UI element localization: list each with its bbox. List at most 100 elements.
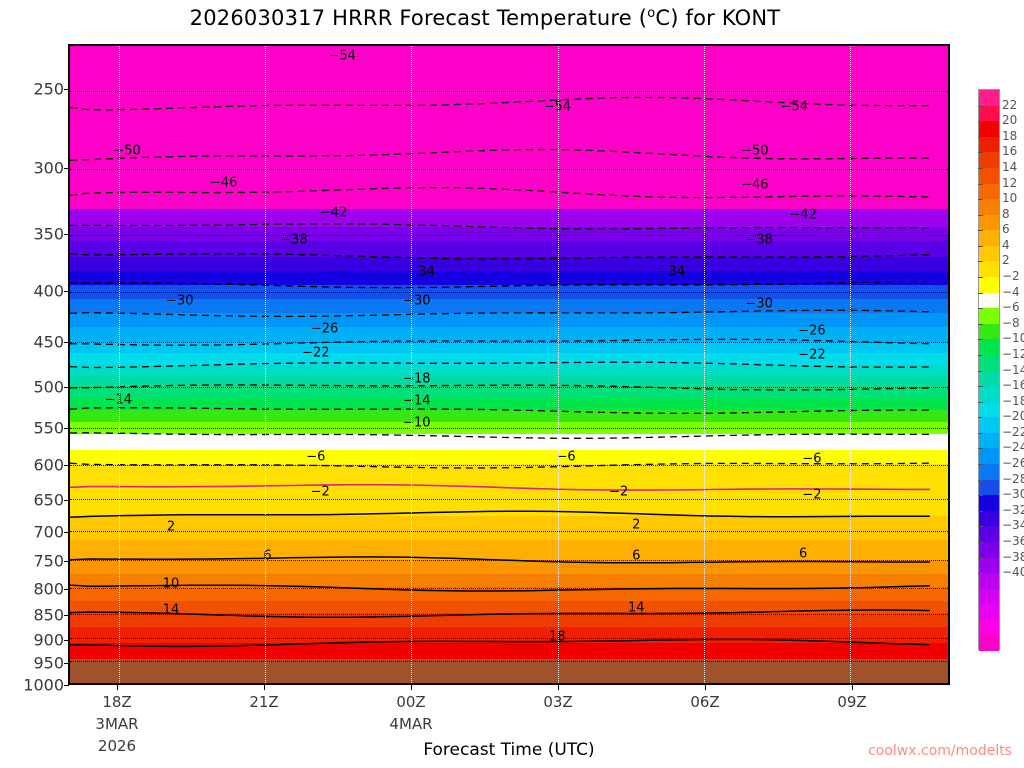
x-axis-tick-mark <box>117 685 118 690</box>
colorbar-cell <box>979 90 999 106</box>
colorbar-cell <box>979 354 999 371</box>
colorbar-tick-label: −6 <box>1002 300 1020 315</box>
colorbar-tick-mark <box>978 479 983 481</box>
contour-label: −54 <box>543 99 571 114</box>
colorbar-tick-mark <box>978 277 983 278</box>
colorbar-cell <box>979 557 999 574</box>
gridline-horizontal <box>70 427 948 429</box>
colorbar-tick-mark <box>978 245 983 247</box>
x-axis-tick-mark <box>852 685 853 690</box>
contour-label: −38 <box>280 232 308 248</box>
colorbar-cell <box>979 199 999 216</box>
colorbar <box>978 89 1000 652</box>
colorbar-tick-mark <box>978 432 983 434</box>
x-axis-tick-mark <box>264 685 265 690</box>
contour-label: −2 <box>802 487 822 503</box>
colorbar-cell <box>979 152 999 169</box>
y-axis-tick-label: 250 <box>33 79 64 99</box>
temperature-fill <box>70 46 948 683</box>
y-axis-tick-label: 1000 <box>23 675 64 695</box>
y-axis-tick-label: 400 <box>33 281 64 301</box>
y-axis-tick-mark <box>64 589 69 591</box>
colorbar-tick-mark <box>978 417 983 419</box>
colorbar-tick-label: 18 <box>1002 128 1018 143</box>
contour-label: −14 <box>104 392 132 408</box>
contour-label: −6 <box>802 451 822 467</box>
x-axis-tick-label: 03Z <box>543 693 573 711</box>
colorbar-tick-label: −18 <box>1002 393 1024 408</box>
contour-label: 6 <box>632 548 641 564</box>
colorbar-tick-label: 14 <box>1002 159 1018 174</box>
y-axis-tick-mark <box>64 639 69 641</box>
colorbar-cell <box>979 214 999 231</box>
y-axis-tick-label: 500 <box>33 377 64 397</box>
y-axis-tick-mark <box>64 428 69 430</box>
colorbar-tick-mark <box>978 370 983 372</box>
x-axis-tick-label: 00Z <box>396 693 426 711</box>
colorbar-tick-mark <box>978 121 983 123</box>
colorbar-tick-label: −24 <box>1002 440 1024 455</box>
colorbar-tick-mark <box>978 401 983 403</box>
gridline-horizontal <box>70 291 948 293</box>
colorbar-cell <box>979 105 999 122</box>
colorbar-cell <box>979 495 999 512</box>
colorbar-cell <box>979 277 999 293</box>
x-axis-date-label: 3MAR <box>95 715 139 733</box>
colorbar-tick-mark <box>978 167 983 169</box>
y-axis-tick-label: 800 <box>33 579 64 599</box>
gridline-vertical <box>557 46 559 683</box>
contour-label: −14 <box>403 393 431 409</box>
colorbar-tick-label: 6 <box>1002 222 1010 237</box>
colorbar-tick-mark <box>978 136 983 138</box>
colorbar-tick-mark <box>978 386 983 388</box>
colorbar-cell <box>979 401 999 418</box>
colorbar-tick-label: −34 <box>1002 518 1024 533</box>
gridline-horizontal <box>70 499 948 501</box>
x-axis-date-label: 4MAR <box>389 715 433 733</box>
contour-label: −22 <box>798 347 826 363</box>
contour-label: 6 <box>263 548 272 564</box>
contour-label: −6 <box>556 449 576 465</box>
contour-label: 2 <box>632 517 641 533</box>
colorbar-cell <box>979 386 999 403</box>
colorbar-cell <box>979 370 999 387</box>
colorbar-cell <box>979 573 999 590</box>
colorbar-tick-label: 20 <box>1002 113 1018 128</box>
colorbar-tick-label: −36 <box>1002 533 1024 548</box>
colorbar-cell <box>979 136 999 153</box>
colorbar-tick-mark <box>978 214 983 216</box>
colorbar-tick-mark <box>978 292 983 294</box>
y-axis-tick-mark <box>64 615 69 617</box>
y-axis-tick-label: 700 <box>33 522 64 542</box>
colorbar-cell <box>979 417 999 434</box>
degree-superscript: o <box>647 6 656 21</box>
gridline-vertical <box>118 46 120 683</box>
gridline-vertical <box>850 46 852 683</box>
colorbar-tick-label: −28 <box>1002 471 1024 486</box>
y-axis-tick-mark <box>64 685 69 686</box>
contour-label: 14 <box>628 600 645 616</box>
colorbar-tick-label: −30 <box>1002 487 1024 502</box>
gridline-vertical <box>411 46 413 683</box>
colorbar-tick-label: −14 <box>1002 362 1024 377</box>
contour-label: 6 <box>798 546 808 562</box>
colorbar-tick-mark <box>978 323 983 325</box>
contour-label: −10 <box>403 415 431 431</box>
colorbar-cell <box>979 230 999 247</box>
x-axis-label: Forecast Time (UTC) <box>423 740 595 760</box>
x-axis-tick-label: 06Z <box>690 693 720 711</box>
colorbar-tick-mark <box>978 448 983 450</box>
colorbar-tick-label: −4 <box>1002 284 1020 299</box>
colorbar-cell <box>979 121 999 138</box>
gridline-horizontal <box>70 683 948 684</box>
y-axis-tick-mark <box>64 341 69 343</box>
colorbar-cell <box>979 619 999 636</box>
colorbar-tick-mark <box>978 464 983 465</box>
contour-label: −54 <box>780 99 809 114</box>
y-axis-tick-label: 300 <box>33 158 64 178</box>
contour-label: 2 <box>166 519 176 535</box>
gridline-horizontal <box>70 587 948 589</box>
y-axis-tick-label: 900 <box>33 630 64 650</box>
colorbar-tick-label: 10 <box>1002 191 1018 206</box>
contour-label: 14 <box>162 602 180 618</box>
